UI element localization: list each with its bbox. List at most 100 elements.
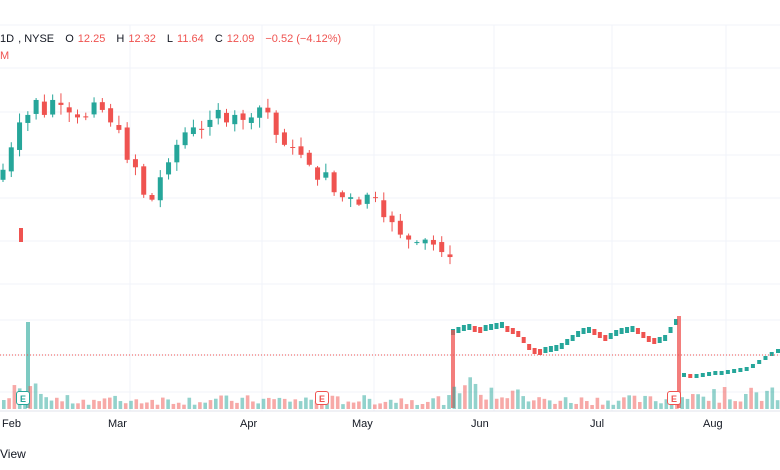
volume-bar [648,396,653,409]
volume-bar [12,385,17,409]
volume-bar [706,400,711,409]
candle-body [641,332,646,338]
volume-bar [510,390,515,409]
candle-body [215,109,221,119]
candle-body [732,369,737,373]
candle-body [132,159,138,168]
volume-bar [616,400,621,409]
candle-body [472,326,477,332]
volume-bar [664,399,669,409]
volume-bar [669,401,674,409]
candle-body [315,167,321,180]
candle-body [406,235,412,240]
candle-body [769,352,774,356]
volume-bar [542,398,547,409]
volume-bar [600,404,605,409]
volume-bar [44,397,48,409]
candle-body [608,333,613,339]
volume-bar [775,400,780,409]
volume-bar [171,403,176,409]
volume-bar [738,401,743,409]
candle-body [290,146,296,148]
volume-bar [139,403,144,409]
candle-body [331,172,337,193]
candle-body [456,327,461,333]
volume-bar [595,397,600,409]
candle-body [323,172,329,178]
volume-bar [240,397,245,409]
volume-bar [410,400,414,409]
candle-body [182,132,188,146]
volume-bar [357,401,361,409]
candle-body [586,327,591,333]
candle-body [750,364,755,368]
candle-body [516,331,521,337]
volume-bar [457,393,462,409]
volume-bar [685,398,690,409]
volume-bar [282,398,287,409]
candle-body [199,128,205,130]
candle-body [554,345,559,351]
candle-body [306,152,312,165]
candle-body [652,338,657,344]
candlestick-series [0,93,453,265]
candle-body [348,197,354,199]
volume-bar [277,397,282,409]
volume-bar [229,400,234,409]
candle-body [232,114,238,125]
candle-body [505,326,510,332]
candle-body [257,107,263,118]
candle-body [757,360,762,364]
high-value: H 12.32 [116,33,156,45]
volume-bar [516,389,520,409]
volume-bar [675,404,679,409]
candle-body [339,192,345,198]
volume-bar [330,395,335,409]
candle-body [597,332,602,338]
volume-bar [251,401,255,409]
candle-body [166,162,172,175]
volume-bar [547,400,552,409]
candle-body [298,146,304,155]
candle-body [373,197,378,199]
earnings-marker[interactable]: E [16,391,30,405]
volume-bar [659,403,663,409]
volume-bar [728,399,732,409]
volume-bar [261,398,266,409]
volume-bar [86,404,91,409]
x-label-feb: Feb [2,418,21,430]
candle-body [33,99,39,114]
volume-bar [765,390,769,409]
volume-bar [632,395,637,409]
volume-bar [420,404,425,409]
candle-body [467,324,472,330]
volume-bar [622,397,626,409]
candle-body [576,331,581,337]
volume-bar [627,395,631,409]
candle-body [66,107,72,113]
volume-bar [102,398,107,409]
volume-bar [182,404,186,409]
interval-label: 1D, NYSE [0,33,55,45]
candle-body [430,239,436,245]
candle-body [719,371,724,375]
candle-body [592,329,597,335]
candle-body [694,374,699,378]
volume-bar [563,397,568,409]
earnings-marker[interactable]: E [315,391,329,405]
volume-bar [2,400,6,409]
earnings-marker[interactable]: E [667,391,681,405]
candle-body [50,99,56,115]
volume-bar [39,393,43,409]
candle-body [17,122,23,150]
x-label-apr: Apr [240,418,258,430]
volume-bar [267,397,271,409]
volume-bar [198,402,202,409]
volume-bar [176,402,181,409]
candle-body [58,102,64,105]
volume-bar [208,400,213,409]
volume-bar [473,383,478,409]
candle-body [8,147,14,172]
volume-bar [754,392,759,409]
